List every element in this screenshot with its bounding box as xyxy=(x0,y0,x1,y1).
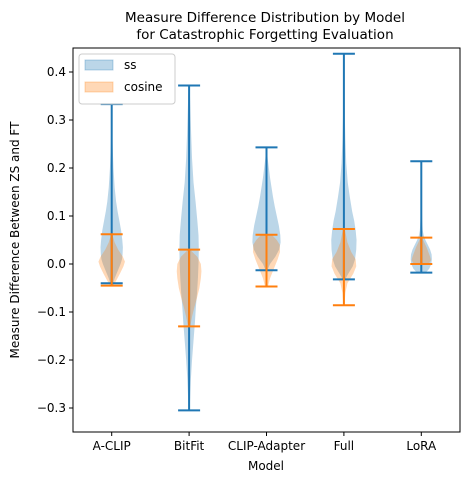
y-tick-label: 0.2 xyxy=(47,161,66,175)
y-tick-label: −0.3 xyxy=(37,401,66,415)
legend: ss cosine xyxy=(78,53,176,105)
y-tick-label: 0.1 xyxy=(47,209,66,223)
legend-swatch-ss xyxy=(84,59,114,71)
violin-extrema-lines xyxy=(100,52,433,412)
y-axis-label: Measure Difference Between ZS and FT xyxy=(8,121,22,359)
x-axis: A-CLIP BitFit CLIP-Adapter Full LoRA xyxy=(93,432,437,453)
x-axis-label: Model xyxy=(248,459,284,473)
legend-label-cosine: cosine xyxy=(124,80,163,94)
y-tick-label: 0.0 xyxy=(47,257,66,271)
y-axis: −0.3 −0.2 −0.1 0.0 0.1 0.2 0.3 0.4 xyxy=(37,65,73,415)
legend-label-ss: ss xyxy=(124,58,137,72)
y-tick-label: −0.2 xyxy=(37,353,66,367)
y-tick-label: 0.3 xyxy=(47,113,66,127)
x-tick-label-lora: LoRA xyxy=(406,439,437,453)
legend-swatch-cosine xyxy=(84,81,114,93)
x-tick-label-bitfit: BitFit xyxy=(174,439,205,453)
chart-title-line-2: for Catastrophic Forgetting Evaluation xyxy=(136,27,393,43)
x-tick-label-clip-adapter: CLIP-Adapter xyxy=(228,439,305,453)
y-tick-label: −0.1 xyxy=(37,305,66,319)
y-tick-label: 0.4 xyxy=(47,65,66,79)
x-tick-label-a-clip: A-CLIP xyxy=(93,439,131,453)
violin-bodies xyxy=(98,53,432,411)
chart-title-line-1: Measure Difference Distribution by Model xyxy=(125,10,405,26)
x-tick-label-full: Full xyxy=(334,439,355,453)
legend-frame xyxy=(78,53,176,105)
